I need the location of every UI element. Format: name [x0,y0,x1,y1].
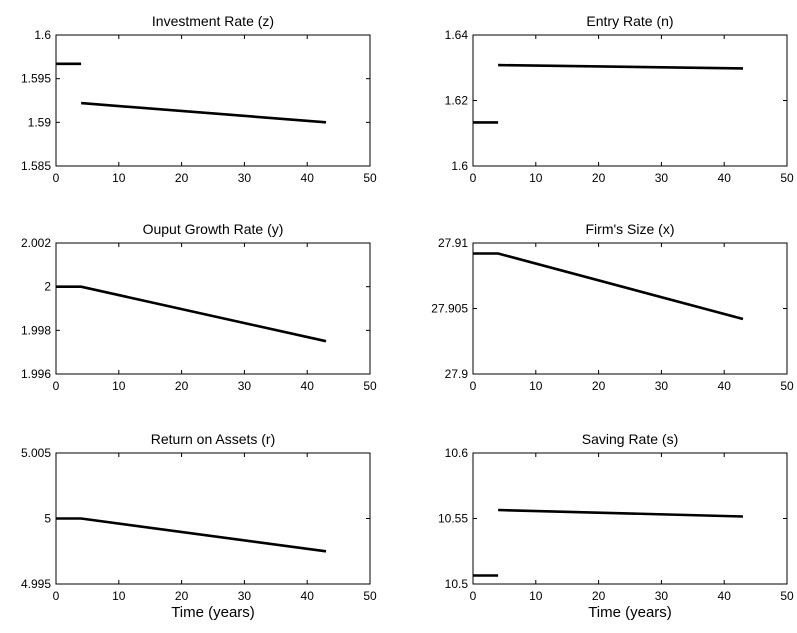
x-tick-label: 10 [112,171,126,185]
x-tick-label: 10 [112,379,126,393]
x-tick-label: 30 [238,379,252,393]
x-tick-label: 10 [112,589,126,603]
x-tick-label: 0 [470,589,477,603]
x-tick-label: 20 [175,379,189,393]
x-tick-label: 20 [175,171,189,185]
x-tick-label: 40 [301,171,315,185]
subplot-title: Entry Rate (n) [586,13,673,29]
x-axis-label: Time (years) [171,604,255,621]
y-tick-label: 10.5 [445,577,469,591]
x-tick-label: 50 [780,171,794,185]
x-tick-label: 40 [718,171,732,185]
y-tick-label: 4.995 [21,577,51,591]
x-tick-label: 10 [529,589,543,603]
axes-frame [55,452,371,585]
x-tick-label: 50 [363,379,377,393]
x-tick-label: 20 [592,589,606,603]
x-tick-label: 0 [53,171,60,185]
y-tick-label: 27.905 [431,302,468,316]
axes-frame [472,34,788,167]
x-tick-label: 0 [470,171,477,185]
axes-frame [55,242,371,375]
x-tick-label: 40 [301,379,315,393]
x-tick-label: 50 [363,589,377,603]
series-line-segment-2 [80,101,327,124]
y-tick-label: 1.64 [445,28,469,42]
x-tick-label: 10 [529,379,543,393]
axes-frame [472,452,788,585]
y-tick-label: 1.6 [451,159,468,173]
x-tick-label: 30 [238,171,252,185]
subplot-2: Entry Rate (n) 0 10 20 30 40 50 1.6 1.62 1.64 [445,13,794,185]
series-line-segment-1 [473,252,744,321]
x-tick-label: 40 [718,589,732,603]
y-tick-label: 1.998 [21,323,51,337]
x-tick-label: 50 [780,379,794,393]
subplot-title: Firm's Size (x) [586,221,675,237]
y-tick-label: 1.595 [21,72,51,86]
subplot-3: Ouput Growth Rate (y) 0 10 20 30 40 50 1.996 1.9… [21,221,377,393]
subplot-title: Saving Rate (s) [582,431,678,447]
series-line-segment-2 [498,508,744,518]
subplot-title: Investment Rate (z) [152,13,274,29]
y-tick-label: 27.91 [438,236,468,250]
series-line-segment-2 [498,63,744,70]
y-tick-label: 10.6 [445,446,469,460]
y-tick-label: 5.005 [21,446,51,460]
x-tick-label: 30 [655,379,669,393]
subplot-5: Return on Assets (r) 0 10 20 30 40 50 4.995 5 5.0… [21,431,377,621]
y-tick-label: 1.59 [28,115,52,129]
y-tick-label: 1.996 [21,367,51,381]
x-tick-label: 50 [780,589,794,603]
x-tick-label: 10 [529,171,543,185]
y-tick-label: 2 [44,280,51,294]
y-tick-label: 10.55 [438,512,468,526]
y-tick-label: 1.62 [445,94,469,108]
axes-frame [55,34,371,167]
subplot-6: Saving Rate (s) 0 10 20 30 40 50 10.5 10.55 10.6 T… [438,431,794,621]
axes-frame [472,242,788,375]
series-line-segment-1 [56,517,327,553]
x-tick-label: 20 [592,379,606,393]
x-tick-label: 50 [363,171,377,185]
x-tick-label: 30 [655,589,669,603]
series-line-segment-1 [56,285,327,343]
x-tick-label: 40 [301,589,315,603]
y-tick-label: 27.9 [445,367,469,381]
y-tick-label: 1.585 [21,159,51,173]
x-tick-label: 0 [53,589,60,603]
x-tick-label: 30 [655,171,669,185]
x-tick-label: 30 [238,589,252,603]
y-tick-label: 5 [44,512,51,526]
x-tick-label: 40 [718,379,732,393]
x-tick-label: 20 [175,589,189,603]
subplot-4: Firm's Size (x) 0 10 20 30 40 50 27.9 27.905 27.9… [431,221,794,393]
subplot-title: Ouput Growth Rate (y) [143,221,284,237]
y-tick-label: 1.6 [34,28,51,42]
subplot-title: Return on Assets (r) [151,431,276,447]
subplot-1: Investment Rate (z) 0 10 20 30 40 50 1.585 1.59 1… [21,13,377,185]
x-tick-label: 20 [592,171,606,185]
x-axis-label: Time (years) [588,604,672,621]
x-tick-label: 0 [53,379,60,393]
y-tick-label: 2.002 [21,236,51,250]
x-tick-label: 0 [470,379,477,393]
